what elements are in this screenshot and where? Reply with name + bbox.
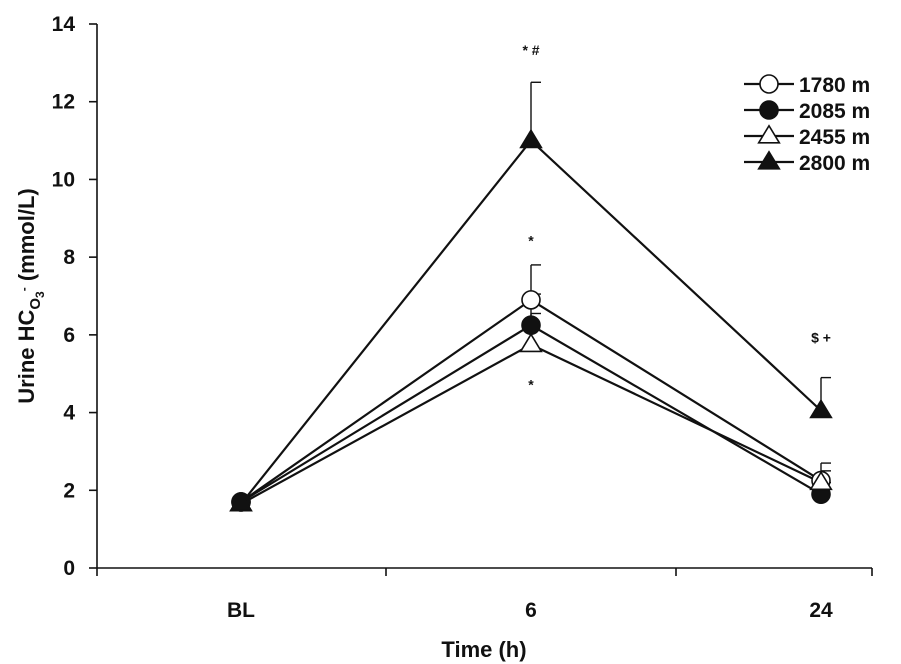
data-point <box>521 290 541 310</box>
y-axis-title-main: Urine HC <box>14 310 39 404</box>
data-point <box>519 332 543 353</box>
annotations: * # * * $ + <box>522 42 830 392</box>
data-point <box>229 492 253 512</box>
legend: 1780 m 2085 m 2455 m 2800 m <box>744 74 870 175</box>
x-axis-title: Time (h) <box>441 637 526 662</box>
legend-marker <box>757 124 781 144</box>
data-point <box>809 398 833 419</box>
y-axis-title-sub: O <box>27 298 44 310</box>
y-tick-label: 4 <box>63 402 75 425</box>
significance-annotation: $ + <box>811 330 831 346</box>
x-tick-label: 6 <box>525 599 537 622</box>
significance-annotation: * # <box>522 42 539 58</box>
series-line <box>240 343 822 505</box>
y-tick-label: 0 <box>63 557 75 580</box>
data-point <box>521 315 541 335</box>
significance-annotation: * <box>528 232 534 248</box>
legend-label: 2455 m <box>799 126 870 149</box>
data-markers <box>229 128 833 512</box>
y-tick-label: 6 <box>63 324 75 347</box>
x-tick-label: BL <box>227 599 255 622</box>
y-tick-label: 12 <box>52 91 75 114</box>
y-tick-label: 8 <box>63 246 75 269</box>
x-tick-label: 24 <box>809 599 833 622</box>
legend-marker <box>759 100 779 120</box>
y-axis-title-sup: - <box>17 287 31 291</box>
significance-annotation: * <box>528 376 534 392</box>
data-point <box>519 128 543 149</box>
legend-item: 2800 m <box>744 150 870 175</box>
y-tick-label: 2 <box>63 479 75 502</box>
error-bars <box>530 81 831 495</box>
y-axis-title-subsub: 3 <box>33 291 47 298</box>
y-tick-label: 14 <box>52 13 76 36</box>
legend-item: 1780 m <box>744 74 870 97</box>
legend-item: 2085 m <box>744 100 870 123</box>
legend-item: 2455 m <box>744 124 870 149</box>
x-ticks: BL 6 24 <box>96 568 873 622</box>
y-ticks: 0 2 4 6 8 10 12 14 <box>52 13 97 580</box>
y-axis-title-unit: (mmol/L) <box>14 188 39 287</box>
y-axis-title: Urine HCO3- (mmol/L) <box>14 188 47 403</box>
legend-marker <box>759 74 779 94</box>
legend-label: 1780 m <box>799 74 870 97</box>
legend-label: 2085 m <box>799 100 870 123</box>
y-tick-label: 10 <box>52 168 75 191</box>
legend-marker <box>757 150 781 170</box>
legend-label: 2800 m <box>799 152 870 175</box>
data-point <box>809 470 833 491</box>
